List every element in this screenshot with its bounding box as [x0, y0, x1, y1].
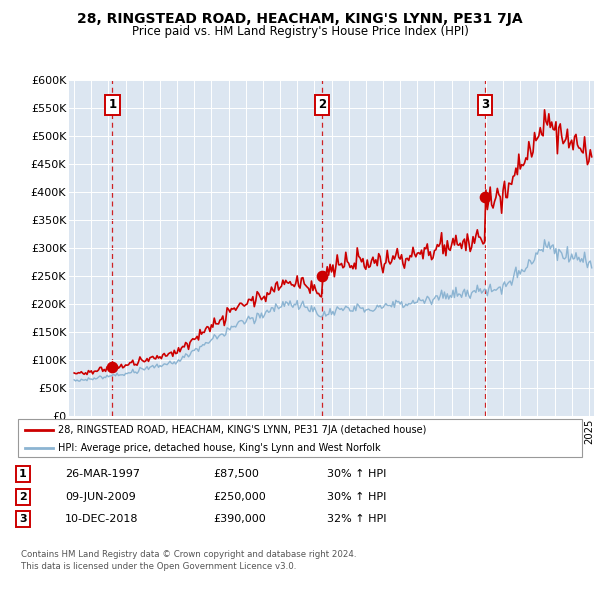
Text: 2: 2 [318, 99, 326, 112]
Text: 1: 1 [19, 470, 26, 479]
Text: 30% ↑ HPI: 30% ↑ HPI [327, 470, 386, 479]
Text: 3: 3 [19, 514, 26, 524]
Text: 10-DEC-2018: 10-DEC-2018 [65, 514, 139, 524]
Text: 1: 1 [109, 99, 116, 112]
Text: 30% ↑ HPI: 30% ↑ HPI [327, 492, 386, 502]
Text: £390,000: £390,000 [213, 514, 266, 524]
Text: 09-JUN-2009: 09-JUN-2009 [65, 492, 136, 502]
Text: 3: 3 [481, 99, 489, 112]
Text: £87,500: £87,500 [213, 470, 259, 479]
Text: HPI: Average price, detached house, King's Lynn and West Norfolk: HPI: Average price, detached house, King… [58, 442, 380, 453]
Text: 2: 2 [19, 492, 26, 502]
Text: Price paid vs. HM Land Registry's House Price Index (HPI): Price paid vs. HM Land Registry's House … [131, 25, 469, 38]
Text: 26-MAR-1997: 26-MAR-1997 [65, 470, 140, 479]
Point [480, 192, 490, 202]
Point [107, 362, 117, 372]
Text: This data is licensed under the Open Government Licence v3.0.: This data is licensed under the Open Gov… [21, 562, 296, 571]
Text: Contains HM Land Registry data © Crown copyright and database right 2024.: Contains HM Land Registry data © Crown c… [21, 550, 356, 559]
Text: 28, RINGSTEAD ROAD, HEACHAM, KING'S LYNN, PE31 7JA (detached house): 28, RINGSTEAD ROAD, HEACHAM, KING'S LYNN… [58, 425, 426, 435]
Point [317, 271, 326, 281]
Text: 32% ↑ HPI: 32% ↑ HPI [327, 514, 386, 524]
Text: £250,000: £250,000 [213, 492, 266, 502]
Text: 28, RINGSTEAD ROAD, HEACHAM, KING'S LYNN, PE31 7JA: 28, RINGSTEAD ROAD, HEACHAM, KING'S LYNN… [77, 12, 523, 26]
